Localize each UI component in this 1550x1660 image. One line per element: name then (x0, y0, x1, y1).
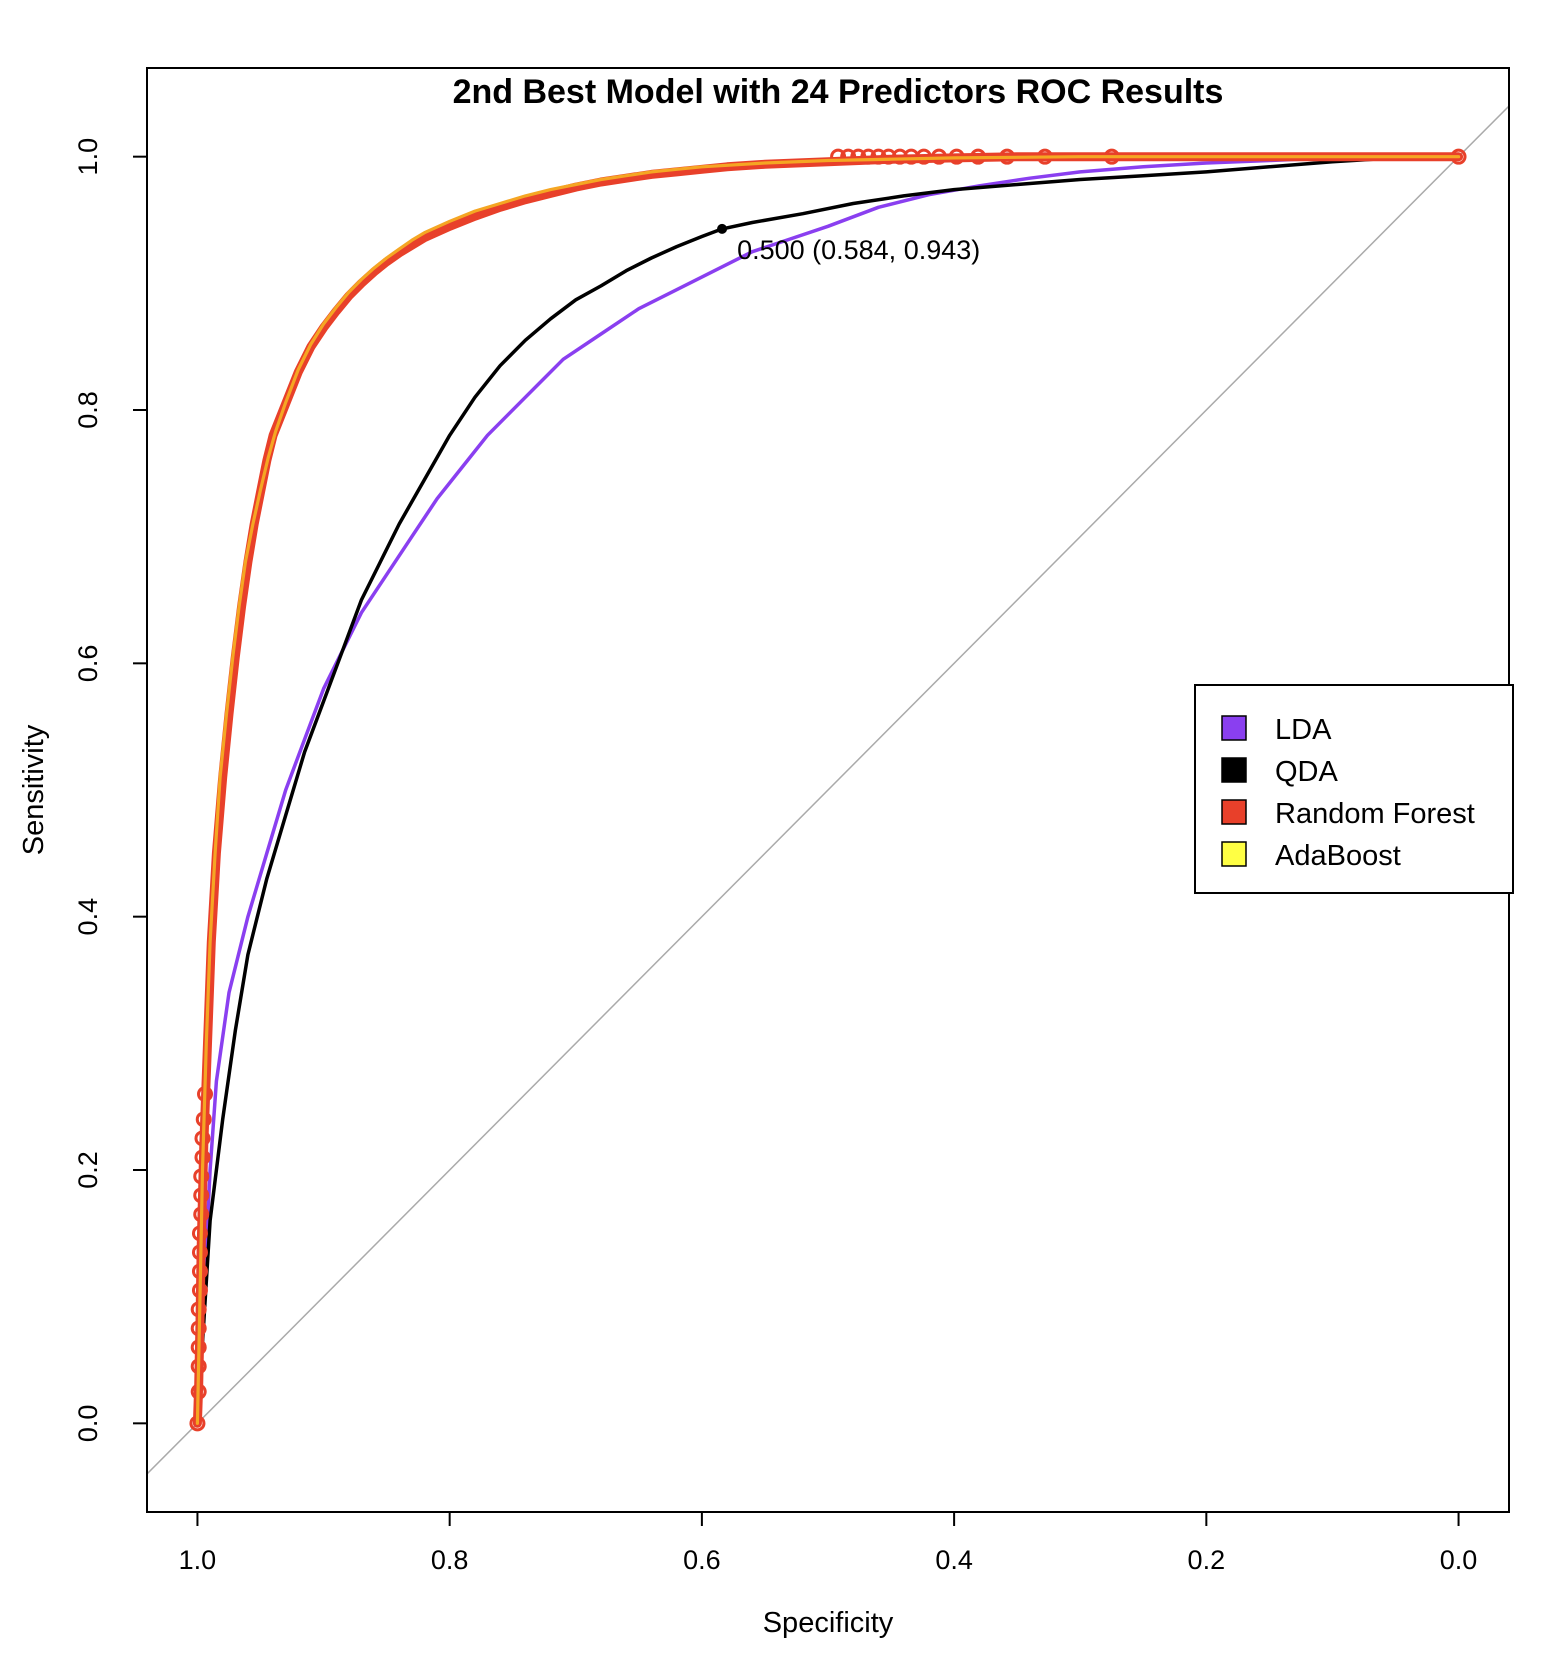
random-forest-point (850, 148, 867, 165)
y-tick-label: 0.8 (73, 391, 103, 429)
legend-label: QDA (1275, 756, 1339, 788)
x-tick-label: 0.2 (1188, 1545, 1226, 1575)
y-tick-label: 1.0 (73, 138, 103, 176)
random-forest-point (880, 148, 897, 165)
legend-swatch (1221, 757, 1247, 783)
legend-label: LDA (1275, 714, 1332, 746)
y-tick-label: 0.0 (73, 1405, 103, 1443)
annotation-group: 0.500 (0.584, 0.943) (717, 223, 980, 265)
legend: LDA QDA Random Forest AdaBoost (1194, 684, 1514, 894)
x-axis-label: Specificity (763, 1607, 894, 1639)
x-tick-label: 0.0 (1440, 1545, 1478, 1575)
x-tick-label: 0.6 (683, 1545, 721, 1575)
reference-diagonal-line (147, 105, 1509, 1475)
random-forest-point (891, 148, 908, 165)
chart-title: 2nd Best Model with 24 Predictors ROC Re… (453, 73, 1224, 111)
plot-area (147, 105, 1509, 1475)
y-axis: 0.0 0.2 0.4 0.6 0.8 1.0 (73, 138, 148, 1443)
random-forest-point (830, 148, 847, 165)
legend-box (1194, 684, 1514, 894)
legend-swatch (1221, 799, 1247, 825)
legend-label: AdaBoost (1275, 840, 1401, 872)
legend-swatch (1221, 715, 1247, 741)
series-line-qda (195, 154, 1461, 1426)
y-tick-label: 0.2 (73, 1151, 103, 1189)
series-line-adaboost (195, 155, 1461, 1425)
x-tick-label: 0.4 (935, 1545, 973, 1575)
y-tick-label: 0.4 (73, 898, 103, 936)
series-line-lda (195, 154, 1461, 1426)
threshold-annotation: 0.500 (0.584, 0.943) (737, 235, 980, 265)
random-forest-point (840, 148, 857, 165)
random-forest-point (860, 148, 877, 165)
legend-swatch (1221, 841, 1247, 867)
y-tick-label: 0.6 (73, 645, 103, 683)
random-forest-point (870, 148, 887, 165)
x-tick-label: 0.8 (431, 1545, 469, 1575)
legend-label: Random Forest (1275, 798, 1475, 830)
x-axis: 1.0 0.8 0.6 0.4 0.2 0.0 (179, 1511, 1478, 1575)
threshold-point (717, 223, 728, 234)
random-forest-point (903, 148, 920, 165)
x-tick-label: 1.0 (179, 1545, 217, 1575)
y-axis-label: Sensitivity (18, 724, 50, 855)
